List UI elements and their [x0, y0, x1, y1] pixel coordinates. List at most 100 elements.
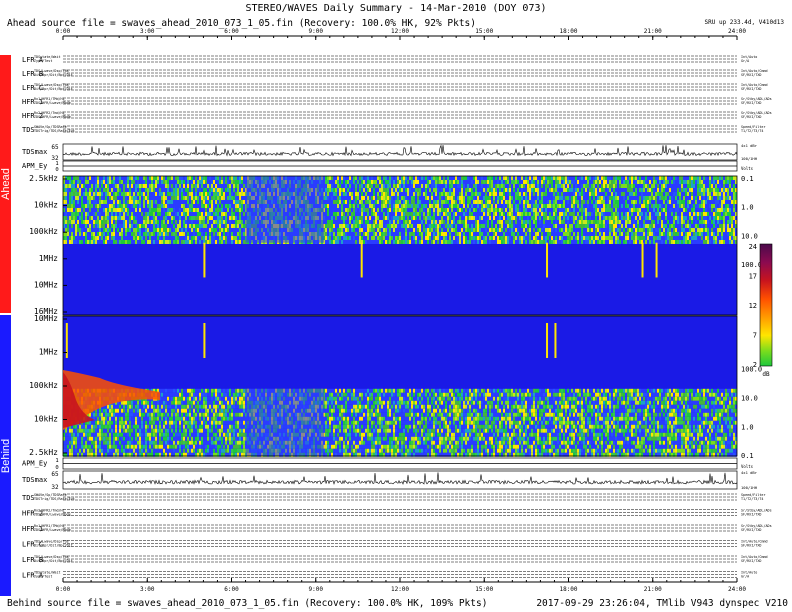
ahead-spectrogram-cell — [395, 176, 397, 180]
ahead-spectrogram-cell — [77, 176, 79, 180]
ahead-spectrogram-cell — [495, 200, 497, 204]
ahead-spectrogram-cell — [187, 184, 189, 188]
ahead-spectrogram-cell — [77, 192, 79, 196]
ahead-spectrogram-cell — [573, 220, 575, 224]
ahead-spectrogram-cell — [125, 204, 127, 208]
ahead-spectrogram-cell — [345, 228, 347, 232]
ahead-spectrogram-cell — [415, 240, 417, 244]
ahead-spectrogram-cell — [201, 228, 203, 232]
ahead-spectrogram-cell — [147, 176, 149, 180]
ahead-spectrogram-cell — [137, 180, 139, 184]
ahead-spectrogram-cell — [121, 232, 123, 236]
ahead-spectrogram-cell — [95, 240, 97, 244]
ahead-spectrogram-cell — [91, 232, 93, 236]
ahead-spectrogram-cell — [185, 192, 187, 196]
ahead-spectrogram-cell — [555, 196, 557, 200]
ahead-spectrogram-cell — [453, 204, 455, 208]
ahead-spectrogram-cell — [181, 212, 183, 216]
ahead-spectrogram-cell — [479, 232, 481, 236]
ahead-spectrogram-cell — [361, 204, 363, 208]
ahead-spectrogram-cell — [547, 232, 549, 236]
ahead-spectrogram-cell — [197, 188, 199, 192]
ahead-spectrogram-cell — [73, 228, 75, 232]
ahead-spectrogram-cell — [333, 180, 335, 184]
ahead-spectrogram-cell — [365, 196, 367, 200]
ahead-spectrogram-cell — [585, 232, 587, 236]
ahead-spectrogram-cell — [581, 200, 583, 204]
ahead-spectrogram-cell — [413, 188, 415, 192]
ahead-spectrogram-cell — [231, 208, 233, 212]
ahead-spectrogram-cell — [129, 236, 131, 240]
ahead-spectrogram-cell — [365, 220, 367, 224]
ahead-spectrogram-cell — [133, 240, 135, 244]
ahead-spectrogram-cell — [223, 224, 225, 228]
ahead-spectrogram-cell — [99, 224, 101, 228]
ahead-spectrogram-cell — [513, 200, 515, 204]
ahead-spectrogram-cell — [181, 188, 183, 192]
ahead-spectrogram-cell — [443, 240, 445, 244]
ahead-spectrogram-cell — [401, 232, 403, 236]
ahead-spectrogram-cell — [361, 212, 363, 216]
ahead-spectrogram-cell — [219, 232, 221, 236]
ahead-spectrogram-cell — [617, 188, 619, 192]
ahead-spectrogram-cell — [97, 192, 99, 196]
ahead-spectrogram-cell — [605, 192, 607, 196]
ahead-spectrogram-cell — [79, 224, 81, 228]
ahead-spectrogram-cell — [229, 188, 231, 192]
ahead-spectrogram-cell — [93, 240, 95, 244]
ahead-spectrogram-cell — [569, 196, 571, 200]
ahead-spectrogram-cell — [575, 236, 577, 240]
ahead-spectrogram-cell — [355, 208, 357, 212]
ahead-spectrogram-cell — [179, 220, 181, 224]
ahead-spectrogram-cell — [215, 224, 217, 228]
ahead-spectrogram-cell — [389, 188, 391, 192]
ahead-spectrogram-cell — [347, 208, 349, 212]
ahead-spectrogram-cell — [335, 220, 337, 224]
ahead-spectrogram-cell — [113, 216, 115, 220]
ahead-spectrogram-cell — [575, 228, 577, 232]
ahead-spectrogram-cell — [461, 204, 463, 208]
ahead-spectrogram-cell — [403, 212, 405, 216]
ahead-spectrogram-cell — [215, 200, 217, 204]
ahead-spectrogram-cell — [515, 228, 517, 232]
ahead-spectrogram-cell — [423, 232, 425, 236]
ahead-spectrogram-cell — [241, 228, 243, 232]
ahead-spectrogram-cell — [341, 236, 343, 240]
ahead-spectrogram-cell — [585, 200, 587, 204]
ahead-spectrogram-cell — [167, 184, 169, 188]
ahead-spectrogram-cell — [545, 216, 547, 220]
ahead-spectrogram-cell — [515, 208, 517, 212]
ahead-spectrogram-cell — [327, 212, 329, 216]
ahead-spectrogram-cell — [165, 204, 167, 208]
ahead-spectrogram-cell — [467, 204, 469, 208]
ahead-spectrogram-cell — [485, 212, 487, 216]
ahead-spectrogram-cell — [117, 200, 119, 204]
ahead-spectrogram-cell — [325, 220, 327, 224]
ahead-spectrogram-cell — [443, 232, 445, 236]
ahead-spectrogram-cell — [581, 176, 583, 180]
ahead-spectrogram-cell — [375, 240, 377, 244]
ahead-spectrogram-cell — [493, 196, 495, 200]
ahead-spectrogram-cell — [381, 228, 383, 232]
ahead-spectrogram-cell — [353, 204, 355, 208]
ahead-spectrogram-cell — [541, 204, 543, 208]
ahead-spectrogram-cell — [365, 240, 367, 244]
ahead-spectrogram-cell — [509, 228, 511, 232]
ahead-spectrogram-cell — [343, 228, 345, 232]
ahead-spectrogram-cell — [401, 204, 403, 208]
ahead-spectrogram-cell — [617, 224, 619, 228]
ahead-spectrogram-cell — [341, 184, 343, 188]
ahead-spectrogram-cell — [133, 192, 135, 196]
ahead-spectrogram-cell — [441, 216, 443, 220]
ahead-spectrogram-cell — [199, 212, 201, 216]
ahead-spectrogram-cell — [341, 208, 343, 212]
ahead-spectrogram-cell — [537, 204, 539, 208]
ahead-spectrogram-cell — [113, 224, 115, 228]
ahead-spectrogram-cell — [609, 216, 611, 220]
ahead-spectrogram-cell — [211, 220, 213, 224]
ahead-spectrogram-cell — [365, 184, 367, 188]
ahead-spectrogram-cell — [619, 200, 621, 204]
ahead-spectrogram-cell — [493, 192, 495, 196]
ahead-spectrogram-cell — [471, 204, 473, 208]
ahead-spectrogram-cell — [389, 220, 391, 224]
